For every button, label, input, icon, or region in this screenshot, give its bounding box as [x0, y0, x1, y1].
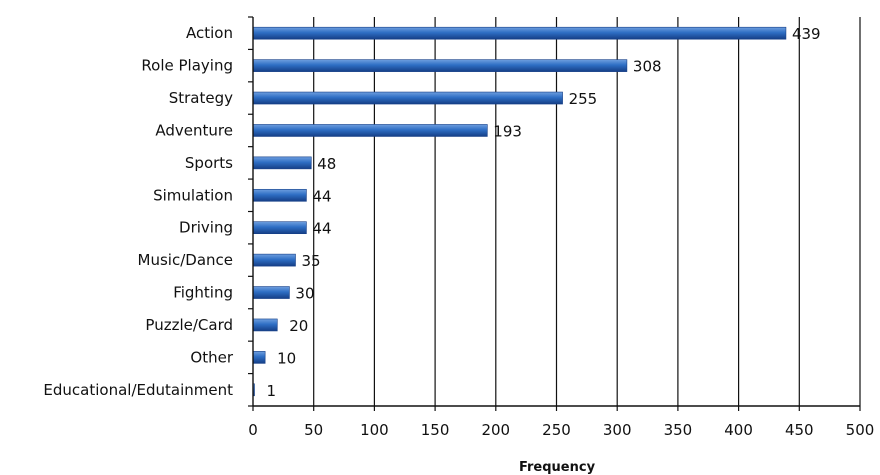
bar-sports — [252, 156, 312, 170]
category-label: Sports — [185, 154, 233, 172]
bar-puzzle-card — [252, 318, 278, 332]
data-label: 439 — [792, 25, 821, 43]
bar-action — [252, 26, 787, 40]
x-tick-label: 450 — [785, 421, 814, 439]
category-label: Driving — [179, 219, 233, 237]
x-tick-label: 150 — [421, 421, 450, 439]
data-label: 44 — [312, 220, 331, 238]
data-label: 20 — [289, 317, 308, 335]
x-tick-label: 300 — [603, 421, 632, 439]
x-tick-label: 500 — [846, 421, 875, 439]
bar-driving — [252, 221, 307, 235]
bar-strategy — [252, 91, 563, 105]
data-label: 308 — [633, 58, 662, 76]
x-tick-label: 400 — [724, 421, 753, 439]
bar-music-dance — [252, 253, 296, 267]
data-label: 10 — [277, 349, 296, 367]
category-label: Strategy — [169, 89, 233, 107]
data-label: 1 — [267, 382, 277, 400]
x-tick-label: 50 — [304, 421, 323, 439]
axes — [248, 16, 861, 411]
category-label: Action — [186, 24, 233, 42]
data-label: 35 — [301, 252, 320, 270]
category-label: Simulation — [153, 186, 233, 204]
data-label: 193 — [493, 122, 522, 140]
category-label: Educational/Edutainment — [43, 381, 233, 399]
bar-fighting — [252, 286, 290, 299]
category-label: Fighting — [173, 284, 233, 302]
x-tick-label: 0 — [248, 421, 258, 439]
category-label: Role Playing — [141, 57, 233, 75]
bars — [252, 26, 787, 397]
x-tick-label: 100 — [360, 421, 389, 439]
gridlines — [313, 17, 861, 406]
category-label: Puzzle/Card — [145, 316, 233, 334]
bar-other — [252, 351, 266, 364]
x-tick-label: 250 — [542, 421, 571, 439]
data-label: 30 — [295, 285, 314, 303]
category-label: Adventure — [155, 121, 233, 139]
data-label: 44 — [312, 187, 331, 205]
category-label: Music/Dance — [138, 251, 233, 269]
x-tick-label: 350 — [664, 421, 693, 439]
data-label: 255 — [569, 90, 598, 108]
labels: 0 50 100 150 200 250 300 350 400 450 500 Action 439 R… — [43, 24, 874, 439]
data-label: 48 — [317, 155, 336, 173]
x-tick-label: 200 — [481, 421, 510, 439]
bar-adventure — [252, 124, 488, 137]
bar-simulation — [252, 188, 307, 202]
bar-role-playing — [252, 59, 628, 72]
x-axis-title: Frequency — [519, 460, 596, 475]
category-label: Other — [190, 348, 233, 366]
